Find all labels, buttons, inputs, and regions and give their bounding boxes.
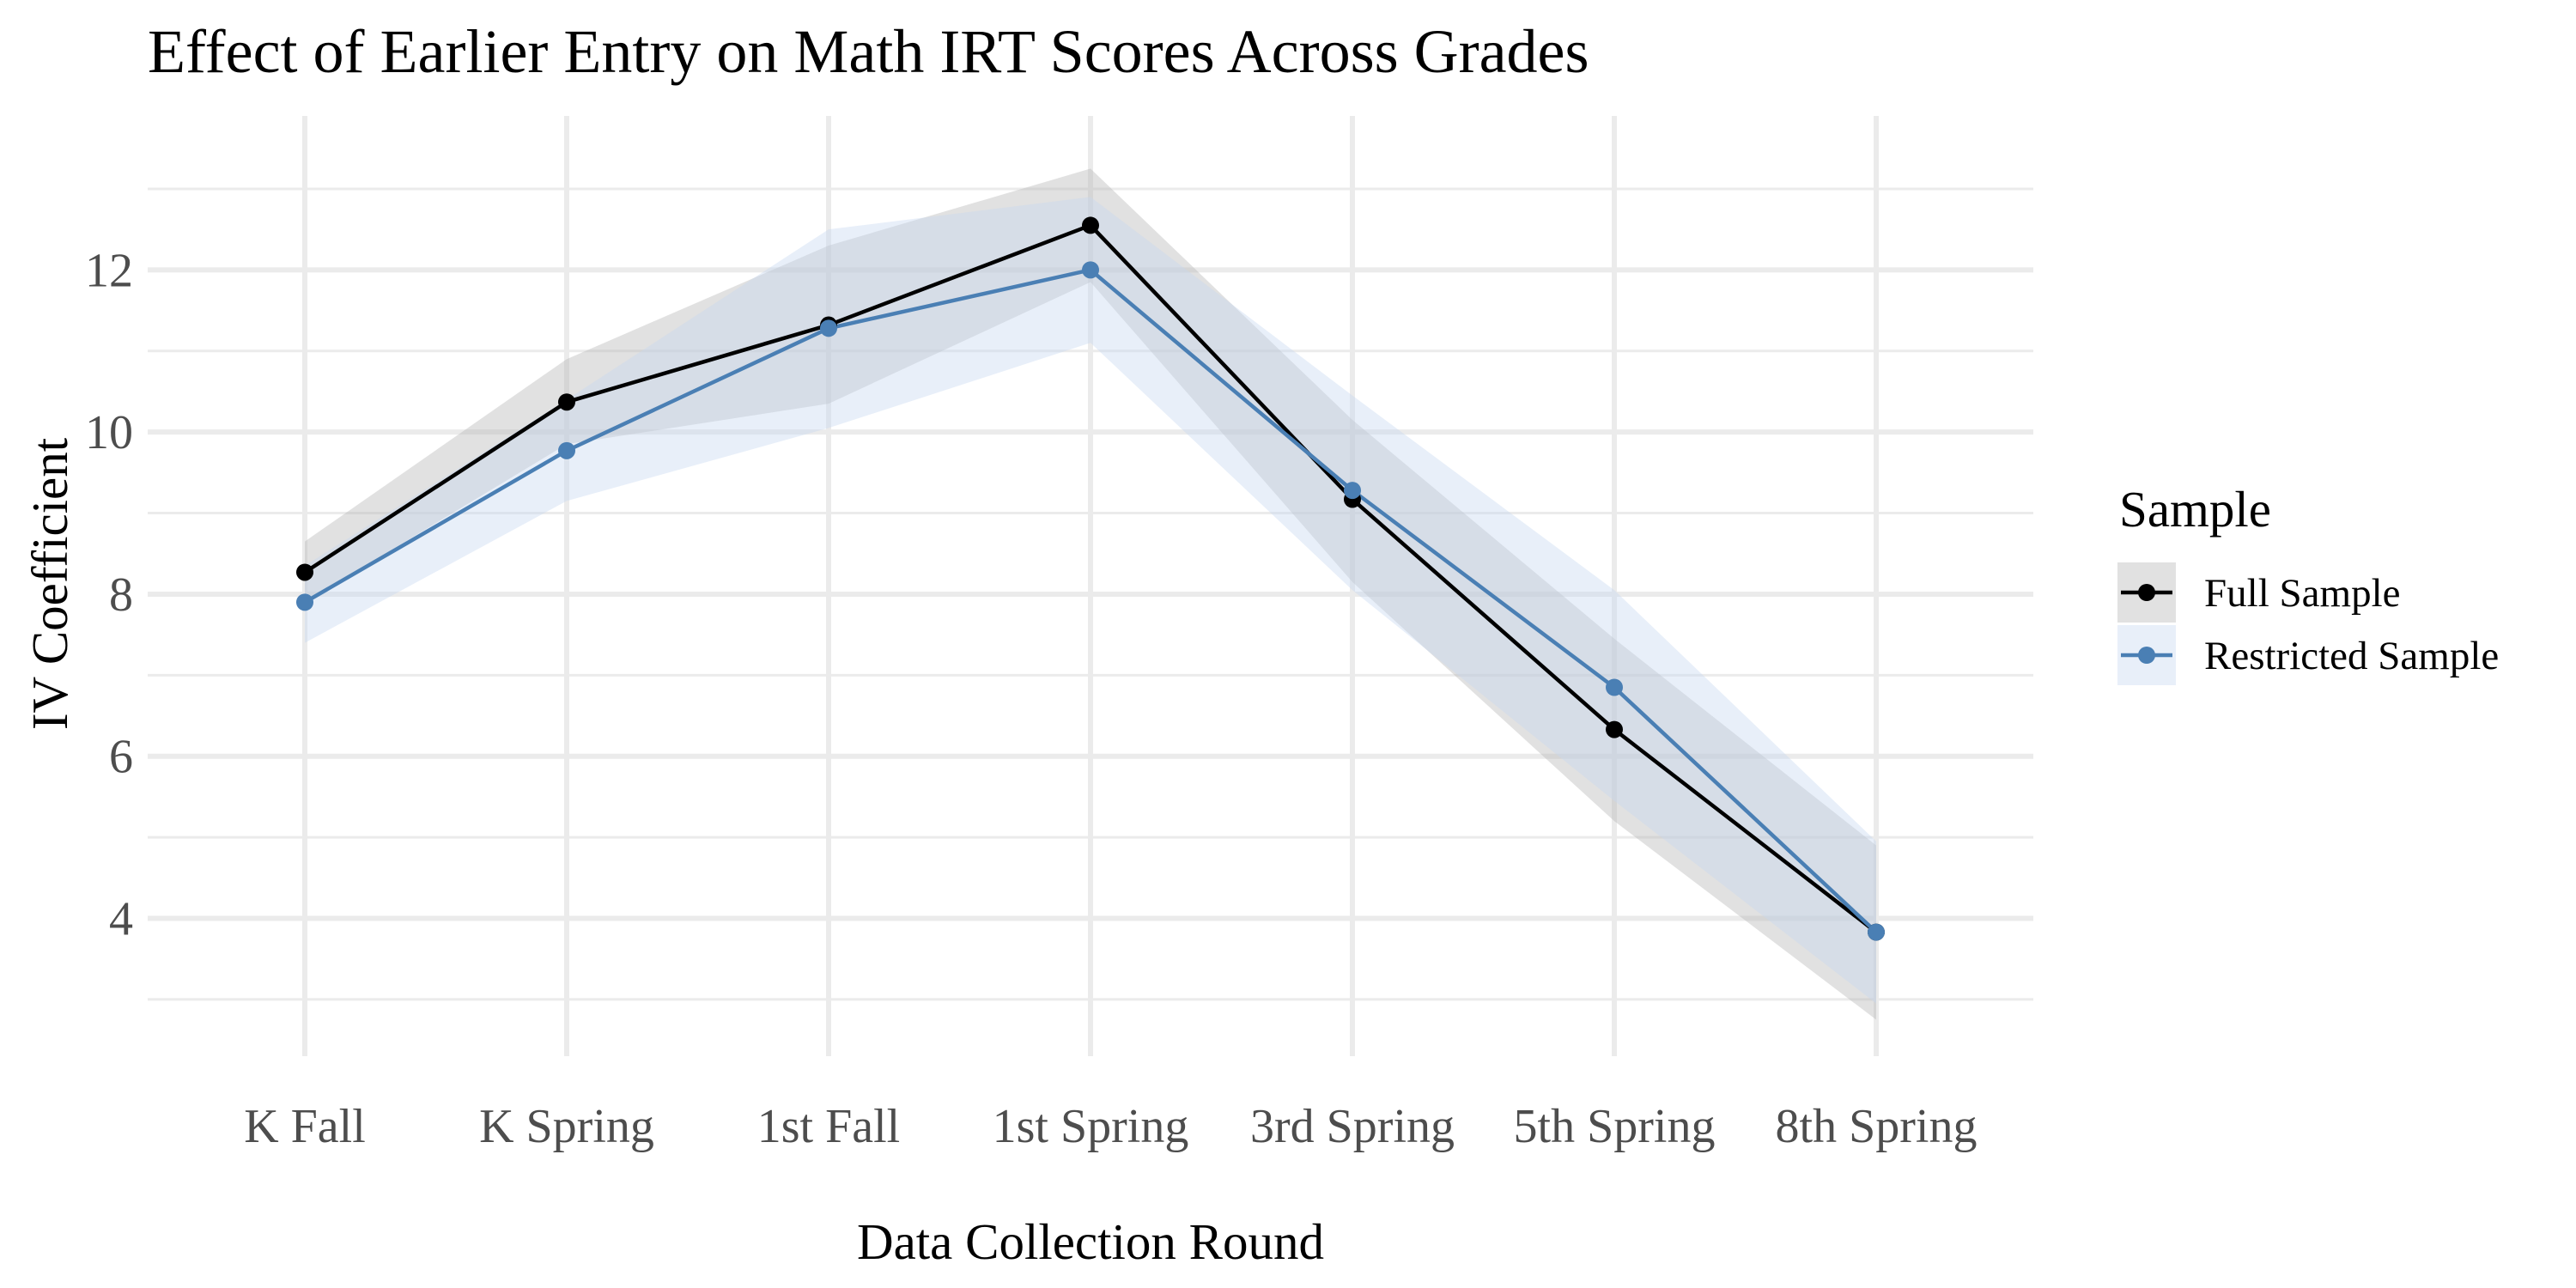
data-point [1606, 678, 1623, 696]
x-tick-label: 1st Fall [757, 1100, 900, 1153]
x-tick-label: K Spring [479, 1100, 654, 1153]
grid [148, 116, 2033, 1056]
data-point [296, 593, 313, 611]
confidence-ribbons [305, 168, 1876, 1020]
data-point [1082, 216, 1099, 234]
data-point [1606, 720, 1623, 738]
legend-label: Restricted Sample [2204, 634, 2499, 678]
data-point [1082, 261, 1099, 279]
y-tick-label: 10 [85, 406, 133, 459]
x-tick-label: 3rd Spring [1250, 1100, 1455, 1153]
x-tick-label: 8th Spring [1776, 1100, 1978, 1153]
x-tick-label: K Fall [244, 1100, 366, 1153]
y-axis-title: IV Coefficient [21, 437, 78, 730]
x-tick-label: 1st Spring [993, 1100, 1189, 1153]
chart-title: Effect of Earlier Entry on Math IRT Scor… [148, 17, 1589, 86]
data-point [296, 563, 313, 581]
y-tick-label: 8 [109, 568, 133, 622]
confidence-ribbon [305, 168, 1876, 1020]
legend-key-point [2138, 584, 2155, 601]
x-axis-title: Data Collection Round [857, 1213, 1324, 1270]
legend-key-point [2138, 647, 2155, 664]
y-tick-label: 12 [85, 244, 133, 297]
data-point [1868, 923, 1885, 941]
data-point [1344, 482, 1361, 500]
data-point [820, 319, 837, 337]
confidence-ribbon [305, 197, 1876, 1004]
y-tick-label: 4 [109, 893, 133, 946]
data-point [558, 441, 575, 459]
legend: Sample Full Sample Restricted Sample [2117, 481, 2499, 685]
data-point [558, 393, 575, 411]
series-points [296, 216, 1885, 941]
y-tick-label: 6 [109, 731, 133, 784]
x-tick-label: 5th Spring [1514, 1100, 1716, 1153]
axis-tick-labels: 4 6 8 10 12 K Fall K Spring 1st Fall 1st Spring 3… [85, 244, 1977, 1153]
legend-title: Sample [2119, 481, 2271, 538]
legend-label: Full Sample [2204, 571, 2400, 616]
